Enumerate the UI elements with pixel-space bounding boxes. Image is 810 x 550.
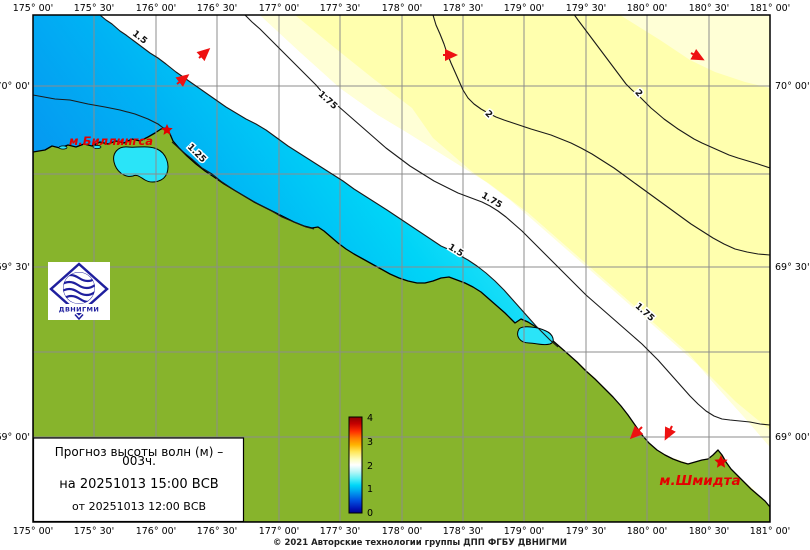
lon-label: 176° 00' xyxy=(136,3,177,14)
latitude-labels-left: 70° 00' 69° 30' 69° 00' xyxy=(0,81,30,443)
lon-label: 178° 00' xyxy=(382,526,423,537)
coastal-pond xyxy=(58,145,68,150)
lon-label: 175° 30' xyxy=(74,3,115,14)
lon-label: 178° 00' xyxy=(382,3,423,14)
logo-diamond-tip-icon xyxy=(74,314,84,321)
colorbar-tick: 1 xyxy=(367,484,373,495)
wave-direction-arrow-icon xyxy=(690,48,705,61)
map-border xyxy=(32,14,771,523)
contour-line-1-25 xyxy=(171,141,315,230)
lon-label: 179° 00' xyxy=(504,526,545,537)
lon-label: 175° 30' xyxy=(74,526,115,537)
lagoon xyxy=(113,146,169,183)
wave-direction-arrow-icon xyxy=(629,425,644,440)
logo-text: ДВНИГМИ xyxy=(59,306,99,314)
wave-direction-arrow-icon xyxy=(175,74,190,87)
lon-label: 177° 30' xyxy=(320,526,361,537)
contour-line-2 xyxy=(573,15,770,169)
lon-label: 180° 30' xyxy=(689,3,730,14)
forecast-valid-time: на 20251013 15:00 ВСВ xyxy=(59,477,218,492)
lon-label: 175° 00' xyxy=(13,526,54,537)
colorbar: 4 3 2 1 0 xyxy=(348,413,373,519)
lon-label: 175° 00' xyxy=(13,3,54,14)
lon-label: 176° 00' xyxy=(136,526,177,537)
lon-label: 181° 00' xyxy=(750,3,791,14)
wave-band-pale-yellow xyxy=(260,15,770,447)
colorbar-gradient xyxy=(348,416,363,514)
forecast-hours-line: 003ч. xyxy=(122,454,156,468)
lon-label: 177° 30' xyxy=(320,3,361,14)
place-label-billingsa: м.Биллингса xyxy=(69,134,153,148)
lon-label: 180° 00' xyxy=(627,3,668,14)
lon-label: 179° 00' xyxy=(504,3,545,14)
colorbar-tick: 0 xyxy=(367,508,373,519)
lat-label: 70° 00' xyxy=(775,81,810,92)
forecast-info-box: Прогноз высоты волн (м) – 003ч. на 20251… xyxy=(32,437,245,523)
lat-label: 69° 00' xyxy=(775,432,810,443)
contour-line-2 xyxy=(432,15,770,256)
logo-dvnigmi: ДВНИГМИ xyxy=(48,262,110,321)
contour-line-1-5 xyxy=(99,15,559,348)
copyright-text: © 2021 Авторские технологии группы ДПП Ф… xyxy=(273,538,567,548)
lat-label: 70° 00' xyxy=(0,81,30,92)
contour-line-1-25 xyxy=(33,94,167,131)
wave-band-white xyxy=(100,15,770,507)
colorbar-tick: 2 xyxy=(367,461,373,472)
place-label-shmidta: м.Шмидта xyxy=(659,473,740,489)
forecast-issue-time: от 20251013 12:00 ВСВ xyxy=(72,500,206,513)
wave-direction-arrow-icon xyxy=(196,48,211,62)
lon-label: 177° 00' xyxy=(259,3,300,14)
lat-label: 69° 30' xyxy=(0,262,30,273)
lon-label: 179° 30' xyxy=(566,3,607,14)
lon-label: 179° 30' xyxy=(566,526,607,537)
lon-label: 181° 00' xyxy=(750,526,791,537)
lon-label: 180° 00' xyxy=(627,526,668,537)
lon-label: 180° 30' xyxy=(689,526,730,537)
location-star-icon xyxy=(714,455,728,468)
coastal-pond xyxy=(92,145,102,149)
longitude-labels-bottom: 175° 00' 175° 30' 176° 00' 176° 30' 177°… xyxy=(13,526,791,537)
forecast-title-line: Прогноз высоты волн (м) – xyxy=(55,445,223,459)
lat-label: 69° 30' xyxy=(775,262,810,273)
colorbar-tick: 3 xyxy=(367,437,373,448)
lon-label: 176° 30' xyxy=(197,3,238,14)
longitude-labels-top: 175° 00' 175° 30' 176° 00' 176° 30' 177°… xyxy=(13,3,791,14)
lat-label: 69° 00' xyxy=(0,432,30,443)
lon-label: 178° 30' xyxy=(443,526,484,537)
lon-label: 176° 30' xyxy=(197,526,238,537)
wave-direction-arrow-icon xyxy=(664,425,676,441)
logo-text-mask xyxy=(55,304,103,313)
lon-label: 178° 30' xyxy=(443,3,484,14)
location-star-icon xyxy=(161,124,173,135)
lon-label: 177° 00' xyxy=(259,526,300,537)
contour-line-1-75 xyxy=(244,15,770,426)
colorbar-tick: 4 xyxy=(367,413,373,424)
latitude-labels-right: 70° 00' 69° 30' 69° 00' xyxy=(775,81,810,443)
